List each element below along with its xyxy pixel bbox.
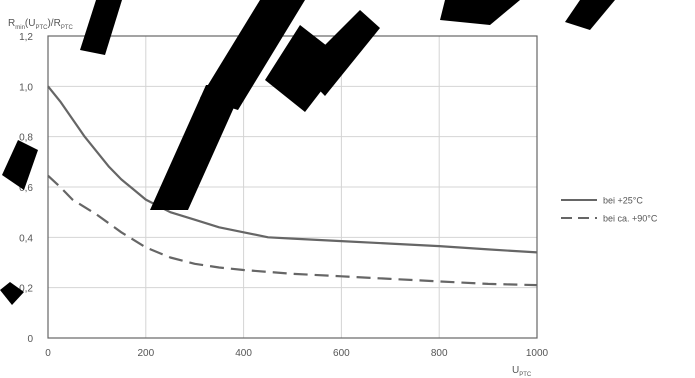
x-tick-label: 600 <box>333 348 350 359</box>
grid-lines <box>48 36 537 338</box>
legend-label-1: bei +25°C <box>603 196 643 206</box>
tick-labels: 0 200 400 600 800 1000 0 0,2 0,4 0,6 0,8 1,0 1,2 <box>19 32 548 359</box>
series-line-1 <box>47 85 538 254</box>
series-line-2 <box>47 174 538 287</box>
x-tick-label: 800 <box>431 348 448 359</box>
y-tick-label: 1,2 <box>19 32 33 43</box>
x-tick-label: 200 <box>137 348 154 359</box>
y-axis-label: Rmin(UPTC)/RPTC <box>8 18 73 31</box>
x-tick-label: 400 <box>235 348 252 359</box>
y-tick-label: 0,6 <box>19 183 33 194</box>
series-lines <box>47 85 538 287</box>
axis-labels: Rmin(UPTC)/RPTC UPTC <box>8 18 532 378</box>
y-tick-label: 1,0 <box>19 82 33 93</box>
y-tick-label: 0,2 <box>19 284 33 295</box>
y-tick-label: 0,8 <box>19 133 33 144</box>
legend: bei +25°C bei ca. +90°C <box>561 196 658 224</box>
y-tick-label: 0 <box>27 334 33 345</box>
x-tick-label: 1000 <box>526 348 549 359</box>
y-tick-label: 0,4 <box>19 233 33 244</box>
x-axis-label: UPTC <box>512 365 532 378</box>
x-tick-label: 0 <box>45 348 51 359</box>
legend-label-2: bei ca. +90°C <box>603 214 658 224</box>
